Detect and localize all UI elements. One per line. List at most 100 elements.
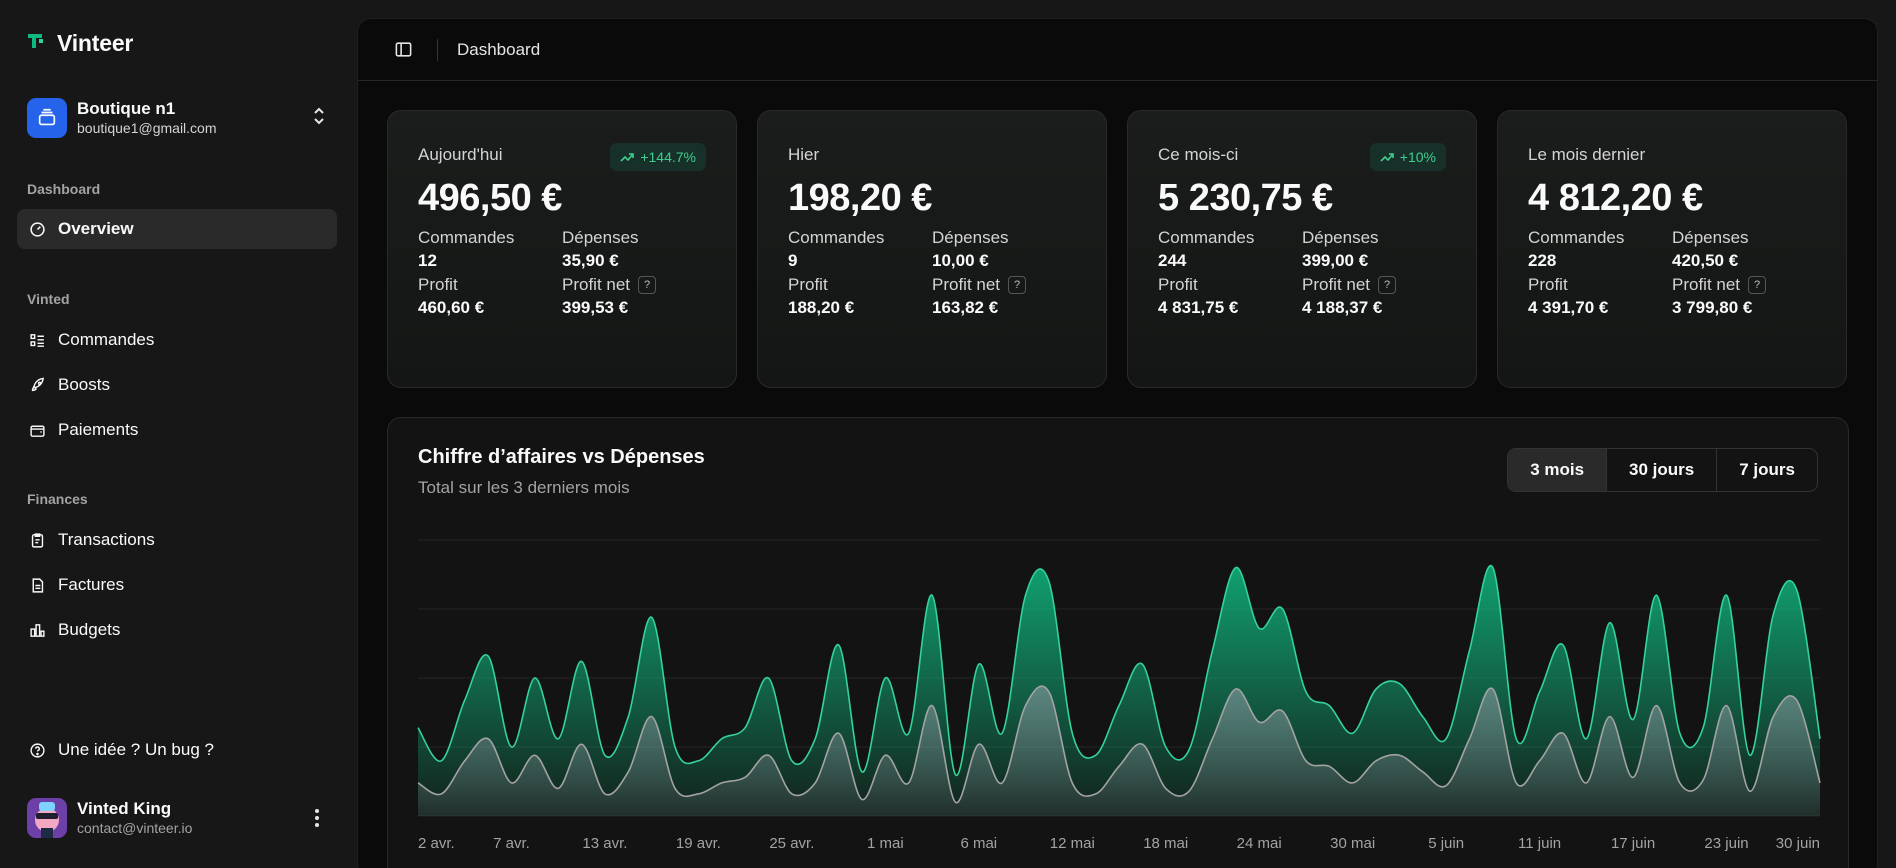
trend-badge: +144.7% [610,143,706,171]
net-profit-label: Profit net? [1302,274,1397,296]
user-menu[interactable]: Vinted King contact@vinteer.io [17,790,337,846]
gauge-icon [28,220,46,238]
metric-expenses: Dépenses 420,50 € [1672,227,1749,273]
x-tick-label: 5 juin [1428,835,1464,852]
store-icon [27,98,67,138]
sidebar-item-label: Commandes [58,330,155,349]
net-profit-value: 3 799,80 € [1672,298,1753,317]
avatar [27,798,67,838]
sidebar-item-overview[interactable]: Overview [17,209,337,249]
help-icon[interactable]: ? [1378,276,1397,294]
range-button[interactable]: 7 jours [1739,460,1795,479]
expenses-label-text: Dépenses [932,228,1009,247]
more-vertical-icon[interactable] [307,803,327,833]
stat-card: Le mois dernier 4 812,20 € Commandes 228 Dép… [1497,110,1847,388]
help-icon[interactable]: ? [1008,276,1027,294]
help-circle-icon [28,741,46,759]
revenue-line [417,564,1821,776]
sidebar-item-label: Budgets [58,620,121,639]
sidebar-item-boosts[interactable]: Boosts [17,365,337,405]
profit-label: Profit [1158,274,1238,296]
chevrons-up-down-icon [311,106,327,131]
profit-value: 4 831,75 € [1158,298,1239,317]
orders-label-text: Commandes [1158,228,1255,247]
help-icon[interactable]: ? [1748,276,1767,294]
card-value: 198,20 € [788,177,932,219]
profit-value: 460,60 € [418,298,485,317]
sidebar-item-budgets[interactable]: Budgets [17,610,337,650]
orders-value: 228 [1528,251,1557,270]
brand-name: Vinteer [57,30,134,56]
expenses-value: 399,00 € [1302,251,1369,270]
brand[interactable]: Vinteer [27,30,133,57]
stat-card: Ce mois-ci +10% 5 230,75 € Commandes 244 Dépe… [1127,110,1477,388]
stats-cards: Aujourd'hui +144.7% 496,50 € Commandes 12 Dép… [387,110,1847,388]
user-name: Vinted King [77,799,172,818]
divider [437,38,438,61]
sidebar-item-label: Overview [58,219,134,238]
orders-label: Commandes [1158,227,1254,249]
metric-net-profit: Profit net? 4 188,37 € [1302,274,1397,320]
profit-value: 4 391,70 € [1528,298,1609,317]
account-switcher[interactable]: Boutique n1 boutique1@gmail.com [17,92,337,144]
profit-label: Profit [1528,274,1608,296]
account-name: Boutique n1 [77,99,176,118]
profit-label-text: Profit [788,275,828,294]
range-button[interactable]: 30 jours [1607,449,1718,491]
metric-orders: Commandes 244 [1158,227,1254,273]
orders-label-text: Commandes [788,228,885,247]
page-title: Dashboard [457,39,541,59]
range-button[interactable]: 3 mois [1508,449,1608,491]
metric-profit: Profit 4 391,70 € [1528,274,1608,320]
x-tick-label: 12 mai [1050,835,1095,852]
sidebar-item-label: Paiements [58,420,139,439]
orders-value: 12 [418,251,437,270]
feedback-link[interactable]: Une idée ? Un bug ? [17,730,214,770]
trend-value: +10% [1399,149,1436,165]
sidebar-item-paiements[interactable]: Paiements [17,410,337,450]
card-value: 5 230,75 € [1158,177,1333,219]
net-profit-value: 4 188,37 € [1302,298,1383,317]
expenses-value: 35,90 € [562,251,619,270]
profit-label-text: Profit [1158,275,1198,294]
metric-profit: Profit 188,20 € [788,274,854,320]
feedback-label: Une idée ? Un bug ? [58,740,214,759]
sidebar-toggle-button[interactable] [390,37,416,63]
x-tick-label: 30 mai [1330,835,1375,852]
help-icon[interactable]: ? [638,276,657,294]
file-icon [28,576,46,594]
revenue-chart-card: Chiffre d’affaires vs Dépenses Total sur… [387,417,1849,868]
metric-orders: Commandes 228 [1528,227,1624,273]
x-tick-label: 30 juin [1776,835,1820,852]
orders-value: 244 [1158,251,1187,270]
trending-up-icon [620,149,635,165]
expenses-label: Dépenses [1672,227,1749,249]
chart-title: Chiffre d’affaires vs Dépenses [418,446,705,468]
expenses-label-text: Dépenses [562,228,639,247]
bar-chart-icon [28,621,46,639]
sidebar-item-factures[interactable]: Factures [17,565,337,605]
profit-label-text: Profit [418,275,458,294]
profit-label-text: Profit [1528,275,1568,294]
card-label: Hier [788,145,820,164]
profit-label: Profit [418,274,484,296]
metric-expenses: Dépenses 10,00 € [932,227,1009,273]
chart-subtitle: Total sur les 3 derniers mois [418,478,630,497]
expenses-value: 420,50 € [1672,251,1739,270]
expenses-area [418,686,1820,816]
sidebar-item-commandes[interactable]: Commandes [17,320,337,360]
orders-label: Commandes [788,227,884,249]
sidebar-item-transactions[interactable]: Transactions [17,520,337,560]
net-profit-label: Profit net? [932,274,1027,296]
x-tick-label: 24 mai [1237,835,1282,852]
net-profit-label-text: Profit net [1302,275,1371,294]
x-tick-label: 2 avr. [418,835,455,852]
sidebar-item-label: Boosts [58,375,110,394]
net-profit-label: Profit net? [1672,274,1767,296]
card-label: Ce mois-ci [1158,145,1239,164]
section-dashboard: Dashboard [27,181,101,197]
metric-expenses: Dépenses 35,90 € [562,227,639,273]
orders-label-text: Commandes [1528,228,1625,247]
expenses-label: Dépenses [562,227,639,249]
stat-card: Hier 198,20 € Commandes 9 Dépenses 10,00 € Pro… [757,110,1107,388]
